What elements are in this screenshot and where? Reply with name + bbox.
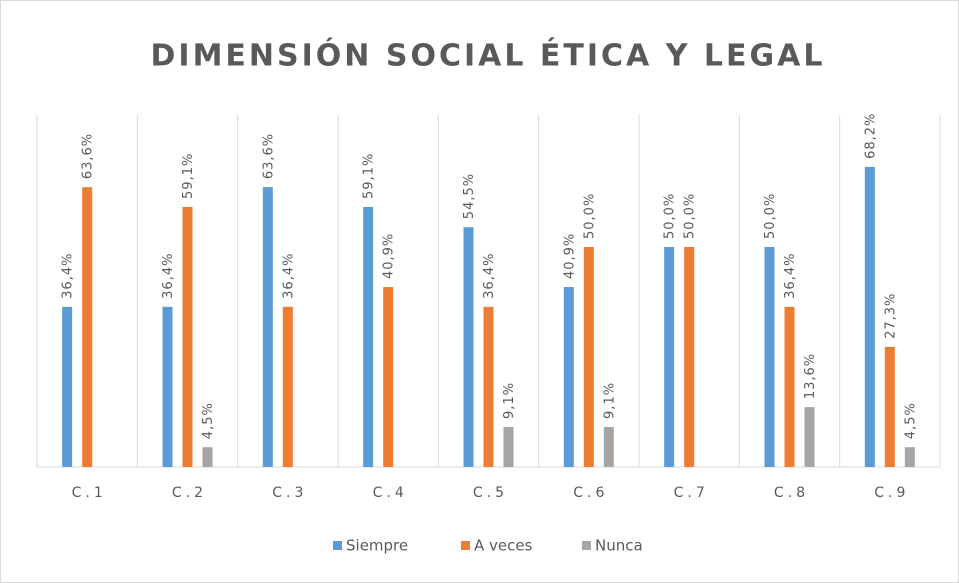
bar: [583, 247, 594, 467]
value-label: 4,5%: [201, 402, 216, 439]
legend-swatch: [582, 541, 591, 550]
value-label: 13,6%: [803, 353, 818, 399]
value-label: 36,4%: [161, 253, 176, 299]
value-label: 4,5%: [903, 402, 918, 439]
bar: [804, 407, 815, 467]
legend-label: Nunca: [595, 537, 643, 555]
bar: [884, 346, 895, 467]
value-label: 40,9%: [562, 233, 577, 279]
x-tick-label: C.9: [874, 485, 909, 501]
bar: [904, 447, 915, 467]
bar: [483, 306, 494, 467]
value-label: 54,5%: [462, 173, 477, 219]
value-label: 59,1%: [181, 153, 196, 199]
bar: [664, 247, 675, 467]
value-label: 50,0%: [763, 193, 778, 239]
bar: [503, 426, 514, 467]
legend-swatch: [333, 541, 342, 550]
value-label: 63,6%: [81, 133, 96, 179]
bar: [363, 206, 374, 467]
value-label: 36,4%: [281, 253, 296, 299]
x-tick-label: C.6: [573, 485, 608, 501]
value-label: 40,9%: [382, 233, 397, 279]
x-tick-label: C.3: [272, 485, 307, 501]
x-tick-label: C.4: [373, 485, 408, 501]
value-label: 9,1%: [602, 382, 617, 419]
x-tick-label: C.5: [473, 485, 508, 501]
value-label: 50,0%: [683, 193, 698, 239]
bar: [82, 187, 93, 467]
bar: [684, 247, 695, 467]
legend-swatch: [461, 541, 470, 550]
bar: [202, 447, 213, 467]
bar: [764, 247, 775, 467]
bar: [563, 287, 574, 467]
bar: [864, 166, 875, 468]
value-label: 36,4%: [783, 253, 798, 299]
x-tick-label: C.8: [774, 485, 809, 501]
x-tick-label: C.7: [674, 485, 709, 501]
value-label: 9,1%: [502, 382, 517, 419]
bar: [383, 287, 394, 467]
value-label: 59,1%: [362, 153, 377, 199]
legend-label: Siempre: [346, 537, 408, 555]
bar: [262, 187, 273, 467]
bar: [603, 426, 614, 467]
bar: [62, 306, 73, 467]
bar: [182, 206, 193, 467]
value-label: 63,6%: [261, 133, 276, 179]
bar: [784, 306, 795, 467]
chart-title: DIMENSIÓN SOCIAL ÉTICA Y LEGAL: [151, 37, 826, 74]
bar: [463, 227, 474, 467]
value-label: 50,0%: [582, 193, 597, 239]
x-tick-label: C.1: [72, 485, 107, 501]
value-label: 68,2%: [863, 113, 878, 159]
x-tick-label: C.2: [172, 485, 207, 501]
value-label: 36,4%: [61, 253, 76, 299]
value-label: 36,4%: [482, 253, 497, 299]
legend-label: A veces: [474, 537, 533, 555]
value-label: 50,0%: [663, 193, 678, 239]
value-label: 27,3%: [883, 293, 898, 339]
bar: [282, 306, 293, 467]
bar: [162, 306, 173, 467]
